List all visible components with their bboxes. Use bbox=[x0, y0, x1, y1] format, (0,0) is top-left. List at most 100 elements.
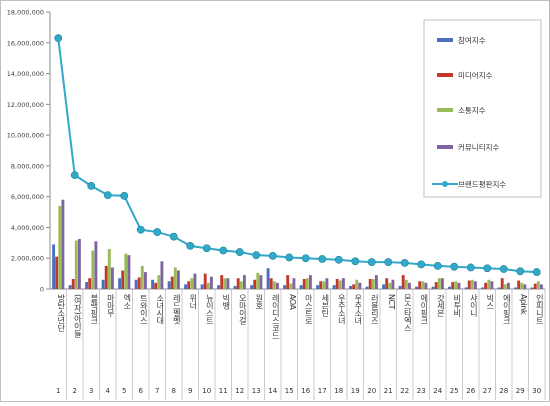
bar-커뮤니티지수-28 bbox=[506, 282, 510, 289]
x-category-number: 5 bbox=[122, 387, 126, 395]
bar-커뮤니티지수-6 bbox=[143, 272, 147, 289]
bar-커뮤니티지수-23 bbox=[424, 282, 428, 289]
x-category-label: NCT bbox=[387, 294, 396, 310]
bar-소통지수-9 bbox=[190, 278, 194, 289]
bar-참여지수-17 bbox=[316, 285, 320, 289]
bar-커뮤니티지수-19 bbox=[358, 282, 362, 289]
bar-참여지수-4 bbox=[101, 279, 105, 289]
bar-미디어지수-20 bbox=[368, 278, 372, 289]
y-tick-label: 18,000,000 bbox=[7, 9, 44, 17]
bar-미디어지수-14 bbox=[269, 278, 273, 289]
line-point-3 bbox=[87, 181, 96, 190]
x-category-number: 14 bbox=[268, 387, 277, 395]
bar-참여지수-6 bbox=[134, 279, 138, 289]
bar-미디어지수-28 bbox=[500, 278, 504, 289]
bar-미디어지수-2 bbox=[71, 278, 75, 289]
y-tick-label: 2,000,000 bbox=[11, 255, 44, 263]
x-category-number: 29 bbox=[516, 387, 525, 395]
x-category-label: 소녀시대 bbox=[156, 294, 165, 326]
line-point-11 bbox=[219, 246, 228, 255]
bar-미디어지수-27 bbox=[484, 282, 488, 289]
x-category-label: Apink bbox=[519, 294, 528, 315]
bar-미디어지수-19 bbox=[352, 284, 356, 289]
bar-커뮤니티지수-27 bbox=[490, 281, 494, 289]
bar-커뮤니티지수-13 bbox=[259, 275, 263, 289]
y-tick-label: 6,000,000 bbox=[11, 193, 44, 201]
legend-swatch-참여지수 bbox=[437, 38, 453, 42]
bar-참여지수-18 bbox=[332, 285, 336, 289]
legend-label: 소통지수 bbox=[458, 106, 486, 115]
line-point-6 bbox=[136, 225, 145, 234]
line-point-27 bbox=[483, 264, 492, 273]
bar-참여지수-16 bbox=[299, 285, 303, 289]
y-tick-label: 16,000,000 bbox=[7, 39, 44, 47]
bar-커뮤니티지수-7 bbox=[160, 261, 164, 289]
x-category-number: 21 bbox=[384, 387, 393, 395]
bar-커뮤니티지수-4 bbox=[110, 267, 114, 289]
line-point-14 bbox=[268, 252, 277, 260]
x-category-label: 러블리즈 bbox=[370, 294, 379, 324]
x-category-number: 30 bbox=[532, 387, 541, 395]
line-point-20 bbox=[367, 258, 376, 266]
bar-미디어지수-29 bbox=[517, 280, 521, 289]
x-category-label: 갓세븐 bbox=[436, 293, 445, 317]
y-tick-label: 14,000,000 bbox=[7, 70, 44, 78]
bar-참여지수-15 bbox=[283, 285, 287, 289]
bar-커뮤니티지수-20 bbox=[374, 275, 378, 289]
x-category-label: 아스트로 bbox=[304, 293, 313, 324]
bar-미디어지수-11 bbox=[220, 275, 224, 289]
line-point-18 bbox=[334, 255, 343, 264]
line-point-29 bbox=[516, 267, 525, 276]
x-category-number: 3 bbox=[89, 387, 93, 395]
bar-참여지수-29 bbox=[514, 287, 518, 289]
x-category-number: 8 bbox=[172, 387, 176, 395]
bar-미디어지수-12 bbox=[236, 278, 240, 289]
bar-참여지수-7 bbox=[151, 279, 155, 289]
x-category-number: 19 bbox=[351, 387, 360, 395]
line-point-21 bbox=[384, 258, 393, 266]
bar-참여지수-23 bbox=[415, 286, 419, 289]
bar-참여지수-21 bbox=[382, 284, 386, 289]
line-point-2 bbox=[70, 171, 79, 180]
bar-참여지수-26 bbox=[464, 287, 468, 289]
bar-소통지수-28 bbox=[503, 284, 507, 289]
x-category-number: 17 bbox=[318, 387, 327, 395]
bar-소통지수-24 bbox=[437, 278, 441, 289]
bar-미디어지수-5 bbox=[121, 270, 125, 289]
bar-참여지수-11 bbox=[217, 285, 221, 289]
x-category-label: 몬스타엑스 bbox=[403, 294, 412, 332]
bar-커뮤니티지수-24 bbox=[440, 278, 444, 289]
bar-소통지수-2 bbox=[74, 240, 78, 289]
bar-소통지수-15 bbox=[289, 283, 293, 289]
bar-참여지수-12 bbox=[233, 285, 237, 289]
x-category-number: 2 bbox=[73, 387, 77, 395]
x-category-label: 인피니트 bbox=[535, 293, 544, 324]
bar-미디어지수-6 bbox=[137, 277, 141, 289]
legend-label: 브랜드평판지수 bbox=[458, 179, 506, 189]
bar-참여지수-9 bbox=[184, 284, 188, 289]
bar-소통지수-22 bbox=[404, 279, 408, 289]
line-point-30 bbox=[532, 268, 541, 276]
legend-label: 커뮤니티지수 bbox=[458, 143, 499, 152]
bar-소통지수-21 bbox=[388, 282, 392, 289]
bar-소통지수-26 bbox=[470, 279, 474, 289]
legend-label: 미디어지수 bbox=[458, 70, 493, 80]
bar-소통지수-19 bbox=[355, 279, 359, 289]
bar-미디어지수-16 bbox=[302, 278, 306, 289]
line-point-9 bbox=[186, 242, 195, 250]
bar-커뮤니티지수-2 bbox=[77, 238, 81, 289]
bar-소통지수-20 bbox=[371, 278, 375, 289]
bar-참여지수-8 bbox=[167, 281, 171, 289]
bar-소통지수-17 bbox=[322, 281, 326, 289]
bar-소통지수-5 bbox=[124, 253, 128, 289]
x-category-label: 세븐틴 bbox=[321, 294, 330, 317]
line-point-4 bbox=[103, 191, 112, 200]
x-category-label: 우주소녀 bbox=[354, 294, 363, 326]
bar-커뮤니티지수-22 bbox=[407, 282, 411, 289]
x-category-number: 9 bbox=[188, 387, 192, 395]
x-category-number: 22 bbox=[400, 387, 409, 395]
bar-참여지수-1 bbox=[52, 244, 56, 289]
x-category-number: 27 bbox=[483, 387, 492, 395]
x-category-number: 23 bbox=[417, 387, 426, 395]
